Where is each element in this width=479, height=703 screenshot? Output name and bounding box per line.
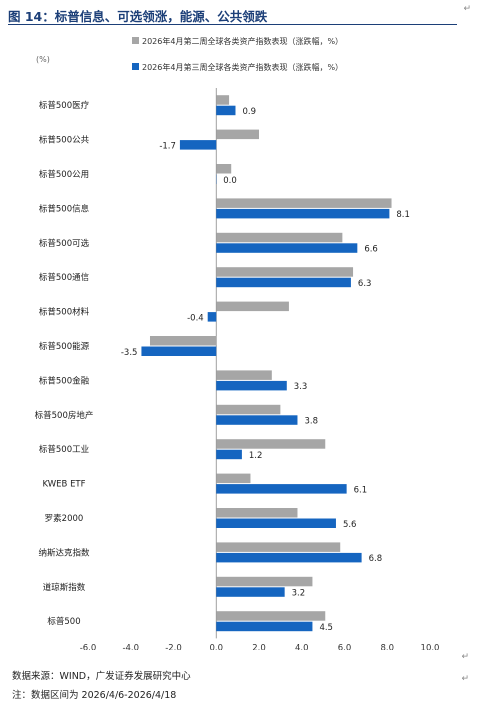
category-label: 标普500房地产 <box>35 410 94 421</box>
data-label: -3.5 <box>121 348 138 358</box>
x-tick-label: 4.0 <box>295 643 309 650</box>
x-tick-label: -6.0 <box>80 643 97 650</box>
bar-week3 <box>216 518 336 528</box>
data-label: -0.4 <box>187 313 204 323</box>
category-label: 标普500可选 <box>39 238 90 249</box>
bar-week2 <box>216 576 313 587</box>
category-label: 标普500信息 <box>39 203 90 214</box>
bar-week3 <box>216 552 362 563</box>
category-label: 道琼斯指数 <box>43 582 86 593</box>
labels: 标普500医疗 0.9 标普500公共 -1.7 标普500公用 0.0 标普500信息 8.… <box>35 100 410 633</box>
bar-week2 <box>216 473 251 484</box>
date-range-note: 注：数据区间为 2026/4/6-2026/4/18 <box>12 690 177 701</box>
bar-week3 <box>207 312 217 322</box>
category-label: KWEB ETF <box>42 480 85 490</box>
bar-week2 <box>216 542 341 552</box>
category-label: 纳斯达克指数 <box>38 547 90 558</box>
figure-title: 图 14：标普信息、可选领涨，能源、公共领跌 <box>8 9 268 24</box>
bar-week2 <box>216 232 343 243</box>
data-label: 5.6 <box>343 520 357 530</box>
bar-chart: 2026年4月第二周全球各类资产指数表现（涨跌幅，%） 2026年4月第三周全球各… <box>35 36 440 650</box>
data-label: 8.1 <box>396 210 410 220</box>
legend-swatch <box>132 37 139 44</box>
bar-week2 <box>216 301 289 312</box>
bar-week2 <box>216 439 326 449</box>
data-label: 0.9 <box>242 107 256 117</box>
data-label: 6.8 <box>369 554 383 564</box>
bar-week2 <box>216 198 392 208</box>
legend-label: 2026年4月第三周全球各类资产指数表现（涨跌幅，%） <box>142 62 343 72</box>
data-label: 1.2 <box>249 451 263 461</box>
data-label: 4.5 <box>319 623 333 633</box>
bar-week3 <box>216 621 313 632</box>
bar-week3 <box>216 277 351 288</box>
data-label: 3.2 <box>292 589 306 599</box>
bar-week2 <box>216 611 326 621</box>
bars <box>141 95 392 632</box>
paragraph-mark: ↵ <box>463 4 471 14</box>
x-tick-label: 8.0 <box>380 643 394 650</box>
bar-week3 <box>216 380 287 391</box>
bar-week3 <box>179 140 217 150</box>
bar-week2 <box>216 404 281 415</box>
bar-week3 <box>216 587 285 597</box>
bar-week3 <box>216 449 242 460</box>
data-label: -1.7 <box>159 141 176 151</box>
data-label: 0.0 <box>223 176 237 186</box>
bar-week3 <box>216 243 358 253</box>
bar-week3 <box>216 415 298 425</box>
category-label: 标普500公用 <box>39 169 89 180</box>
category-label: 标普500金融 <box>39 375 90 386</box>
x-tick-label: -2.0 <box>165 643 182 650</box>
bar-week2 <box>216 95 230 105</box>
x-tick-label: 6.0 <box>338 643 352 650</box>
legend-swatch <box>132 63 139 70</box>
bar-week3 <box>141 346 217 356</box>
title-underline <box>8 24 457 25</box>
data-label: 6.6 <box>364 245 378 255</box>
x-tick-label: 2.0 <box>252 643 266 650</box>
bar-week2 <box>149 336 217 346</box>
source-note: 数据来源：WIND，广发证券发展研究中心 <box>12 671 191 682</box>
bar-week2 <box>216 508 298 518</box>
bar-week3 <box>216 208 390 219</box>
x-tick-label: 10.0 <box>421 643 440 650</box>
bar-week2 <box>216 370 272 380</box>
category-label: 标普500医疗 <box>39 100 90 111</box>
data-label: 6.3 <box>358 279 372 289</box>
legend-label: 2026年4月第二周全球各类资产指数表现（涨跌幅，%） <box>142 36 343 46</box>
data-label: 3.3 <box>294 382 308 392</box>
x-tick-label: -4.0 <box>122 643 139 650</box>
category-label: 标普500工业 <box>39 444 89 455</box>
paragraph-mark: ↵ <box>461 674 469 684</box>
bar-week2 <box>216 129 259 140</box>
category-label: 标普500通信 <box>39 272 90 283</box>
bar-week3 <box>216 484 347 494</box>
unit-label: (%) <box>36 55 50 64</box>
data-label: 3.8 <box>304 417 318 427</box>
category-label: 标普500材料 <box>39 307 90 318</box>
data-label: 6.1 <box>354 485 368 495</box>
category-label: 标普500能源 <box>39 341 90 352</box>
x-tick-label: 0.0 <box>209 643 223 650</box>
axes: -6.0 -4.0 -2.0 0.0 2.0 4.0 6.0 8.0 10.0 <box>80 88 440 650</box>
bar-week3 <box>216 105 236 116</box>
paragraph-mark: ↵ <box>461 652 469 662</box>
category-label: 标普500 <box>47 616 80 627</box>
legend: 2026年4月第二周全球各类资产指数表现（涨跌幅，%） 2026年4月第三周全球各… <box>132 36 343 72</box>
bar-week2 <box>216 164 232 174</box>
category-label: 罗素2000 <box>45 513 84 524</box>
bar-week2 <box>216 267 354 277</box>
category-label: 标普500公共 <box>39 135 90 146</box>
